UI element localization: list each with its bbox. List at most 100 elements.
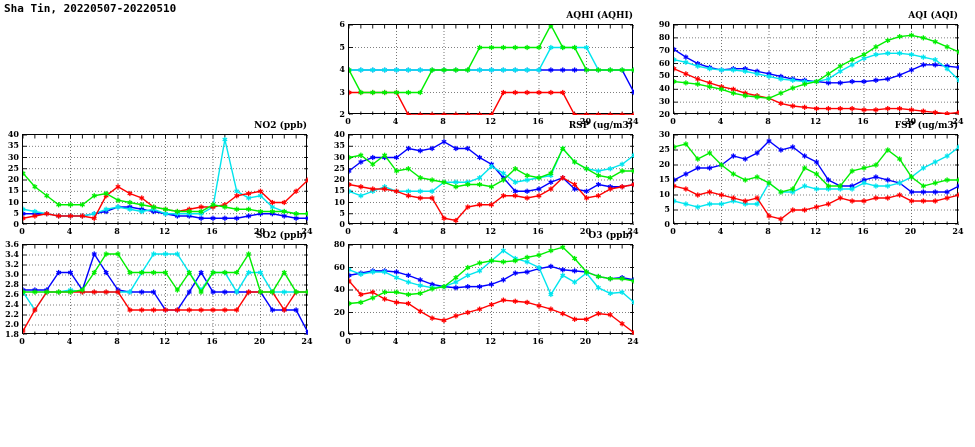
- data-point-marker: [536, 303, 542, 309]
- data-point-marker: [674, 183, 677, 189]
- data-point-marker: [920, 62, 926, 68]
- x-axis-tick-label: 8: [765, 226, 771, 236]
- data-point-marker: [683, 201, 689, 207]
- data-point-marker: [477, 284, 483, 290]
- data-point-marker: [32, 213, 38, 219]
- data-point-marker: [417, 89, 423, 96]
- data-point-marker: [790, 207, 796, 213]
- data-point-marker: [358, 291, 364, 298]
- data-point-marker: [861, 198, 867, 204]
- data-point-marker: [269, 289, 275, 295]
- data-point-marker: [524, 172, 530, 179]
- panel-title-rsp: RSP (ug/m3): [568, 121, 633, 131]
- data-point-marker: [32, 208, 38, 215]
- data-point-marker: [210, 269, 216, 276]
- x-axis-tick-label: 16: [532, 226, 544, 236]
- data-point-marker: [524, 67, 530, 73]
- data-point-marker: [572, 268, 578, 274]
- chart-svg-aqi: [674, 25, 959, 115]
- data-point-marker: [932, 189, 938, 195]
- y-axis-tick-label: 20: [333, 306, 345, 317]
- data-point-marker: [246, 289, 252, 295]
- data-point-marker: [23, 170, 26, 176]
- data-point-marker: [417, 188, 423, 194]
- data-point-marker: [572, 67, 578, 73]
- data-point-marker: [730, 153, 736, 159]
- data-point-marker: [536, 264, 542, 271]
- data-point-marker: [103, 289, 109, 295]
- data-point-marker: [488, 184, 495, 190]
- data-point-marker: [358, 193, 364, 199]
- data-point-marker: [174, 251, 180, 257]
- data-point-marker: [453, 179, 459, 185]
- y-axis-tick-label: 35: [333, 140, 345, 151]
- x-axis-tick-label: 24: [952, 116, 964, 126]
- data-point-marker: [548, 25, 554, 28]
- data-point-marker: [897, 156, 903, 162]
- data-point-marker: [548, 263, 554, 269]
- data-point-marker: [56, 289, 62, 295]
- plot-area-no2: [22, 134, 308, 225]
- page-title: Sha Tin, 20220507-20220510: [4, 2, 177, 15]
- data-point-marker: [44, 211, 50, 217]
- data-point-marker: [79, 287, 85, 293]
- data-point-marker: [730, 171, 736, 177]
- data-point-marker: [908, 32, 915, 38]
- data-point-marker: [548, 170, 554, 176]
- data-point-marker: [453, 67, 459, 73]
- data-point-marker: [151, 289, 157, 295]
- data-point-marker: [802, 104, 808, 110]
- panel-title-aqi: AQI (AQI): [908, 11, 958, 21]
- series-line-series1: [674, 140, 959, 193]
- data-point-marker: [151, 269, 157, 276]
- data-point-marker: [305, 329, 308, 335]
- x-axis-tick-label: 0: [19, 336, 25, 346]
- data-point-marker: [246, 190, 252, 197]
- x-axis-tick-label: 12: [158, 336, 171, 346]
- data-point-marker: [825, 201, 831, 207]
- data-point-marker: [885, 183, 891, 189]
- data-point-marker: [162, 307, 169, 313]
- data-point-marker: [358, 152, 364, 158]
- data-point-marker: [393, 289, 400, 295]
- data-point-marker: [115, 184, 121, 190]
- data-point-marker: [370, 295, 376, 301]
- data-point-marker: [524, 177, 530, 183]
- data-point-marker: [103, 190, 109, 197]
- data-point-marker: [572, 279, 578, 285]
- data-point-marker: [393, 269, 400, 275]
- data-point-marker: [257, 188, 264, 194]
- data-point-marker: [23, 211, 26, 217]
- plot-area-o3: [348, 244, 634, 335]
- data-point-marker: [920, 54, 926, 60]
- y-axis-tick-label: 2.6: [5, 289, 19, 299]
- data-point-marker: [897, 33, 903, 40]
- data-point-marker: [825, 183, 831, 189]
- data-point-marker: [908, 174, 915, 180]
- data-point-marker: [257, 193, 264, 199]
- data-point-marker: [742, 68, 748, 74]
- data-point-marker: [944, 177, 950, 183]
- data-point-marker: [405, 166, 411, 172]
- data-point-marker: [837, 183, 843, 189]
- data-point-marker: [429, 177, 435, 183]
- data-point-marker: [477, 306, 483, 312]
- data-point-marker: [441, 139, 447, 145]
- data-point-marker: [429, 188, 435, 194]
- x-axis-tick-label: 4: [717, 226, 724, 236]
- data-point-marker: [849, 78, 855, 85]
- data-point-marker: [524, 188, 530, 194]
- data-point-marker: [500, 170, 506, 176]
- data-point-marker: [405, 193, 411, 199]
- data-point-marker: [91, 193, 97, 199]
- data-point-marker: [453, 217, 459, 224]
- x-axis-tick-label: 8: [440, 226, 446, 236]
- data-point-marker: [849, 198, 855, 204]
- data-point-marker: [453, 313, 459, 319]
- data-point-marker: [873, 174, 879, 180]
- data-point-marker: [873, 51, 879, 58]
- data-point-marker: [956, 192, 959, 198]
- data-point-marker: [488, 44, 495, 51]
- data-point-marker: [44, 289, 50, 295]
- data-point-marker: [477, 175, 483, 181]
